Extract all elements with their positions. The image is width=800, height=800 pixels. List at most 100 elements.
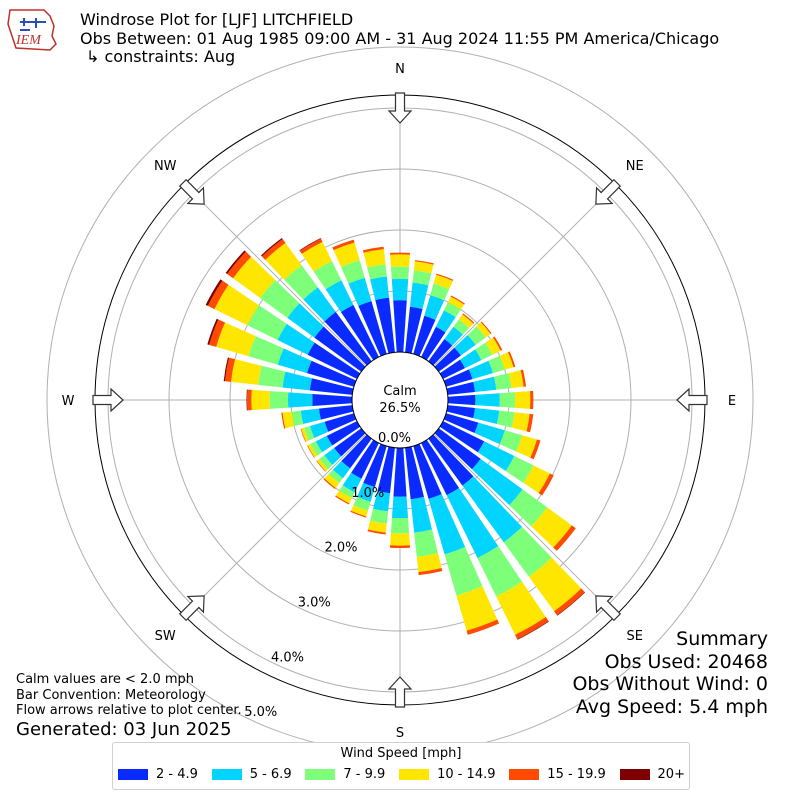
rose-bar [485,337,501,355]
rose-bar [363,443,387,488]
rose-bar [370,276,390,301]
rose-bar [414,529,438,557]
rose-bar [414,260,434,265]
compass-label-e: E [728,394,736,409]
rose-bar [282,371,312,391]
rose-bar [335,490,353,504]
rose-bar [516,435,537,458]
rose-bar [301,427,309,442]
rose-bar [207,280,229,310]
note-calm: Calm values are < 2.0 mph [16,672,195,687]
rose-bar [439,359,466,379]
rose-bar [554,588,585,616]
legend-item: 7 - 9.9 [305,767,385,782]
rose-bar [471,458,523,506]
rose-bar [324,448,342,466]
rose-bar [413,261,434,274]
rose-bar [446,381,476,395]
legend-label: 15 - 19.9 [547,767,606,782]
rose-bar [351,439,379,479]
rose-bar [333,242,360,267]
rose-bar [443,302,461,318]
rose-bar [332,460,351,479]
rose-bar [324,311,372,366]
iem-logo: IEM [7,9,57,51]
rose-bar [341,434,372,469]
flow-arrow-icon [178,595,205,622]
rose-bar [443,413,479,434]
rose-bar [496,581,546,635]
rose-bar [528,557,582,612]
compass-label-w: W [62,394,75,409]
legend: Wind Speed [mph] 2 - 4.9 5 - 6.9 7 - 9.9 10… [112,742,690,790]
rose-bar [225,250,246,274]
rose-bar [326,421,361,446]
rose-bar [265,242,302,280]
rose-bar [493,373,512,390]
radial-tick-label: 3.0% [298,595,331,610]
legend-item: 5 - 6.9 [211,767,292,782]
flow-arrow-icon [387,92,413,124]
rose-bar [505,456,534,483]
rose-bar [377,446,395,494]
legend-swatch [619,769,650,780]
rose-bar [277,348,312,374]
rose-bar [332,239,355,251]
legend-swatch [305,769,336,780]
rose-bar [261,238,286,260]
rose-bar [515,617,549,640]
rose-bar [375,297,395,354]
rose-bar [514,391,531,409]
rose-bar [316,458,329,472]
rose-bar [328,469,343,484]
rose-bar [413,443,442,499]
rose-bar [248,336,284,365]
rose-bar [405,306,423,354]
rose-bar [258,365,286,388]
obs-between: Obs Between: 01 Aug 1985 09:00 AM - 31 A… [80,29,720,48]
legend-item: 20+ [619,767,685,782]
legend-swatch [118,769,148,780]
rose-bar [300,408,321,424]
rose-bar [477,546,523,597]
flow-arrow-icon [595,178,622,205]
summary-title: Summary [676,628,768,650]
rose-bar [247,389,252,411]
rose-bar [428,339,453,366]
rose-bar [413,315,436,357]
rose-bar [499,392,516,408]
rose-bar [284,265,318,300]
grid-spoke [183,433,367,617]
rose-bar [390,533,410,546]
rose-bar [301,241,332,272]
rose-bar [367,264,387,280]
rose-bar [299,238,323,254]
rose-bar [318,405,354,420]
rose-bar [282,411,295,429]
rose-bar [307,443,318,458]
rose-bar [312,394,353,406]
legend-label: 5 - 6.9 [249,767,292,782]
legend-swatch [211,769,242,780]
grid-spoke [433,433,617,617]
rose-bar [499,430,523,452]
rose-bar [324,413,357,432]
rose-bar [409,282,429,309]
grid-spoke [183,183,367,367]
rose-bar [439,421,485,453]
rose-bar [473,376,497,392]
legend-swatch [509,769,540,780]
rose-bar [488,355,505,374]
rose-bar [421,439,460,496]
legend-item: 2 - 4.9 [118,767,198,782]
rose-bar [391,496,409,519]
compass-label-s: S [396,726,404,741]
rose-bar [334,428,366,457]
rose-bar [428,434,474,486]
compass-label-nw: NW [154,159,177,174]
rose-bar [307,445,315,458]
flow-arrow-icon [92,387,124,413]
rose-bar [314,326,366,372]
legend-label: 20+ [657,767,685,782]
